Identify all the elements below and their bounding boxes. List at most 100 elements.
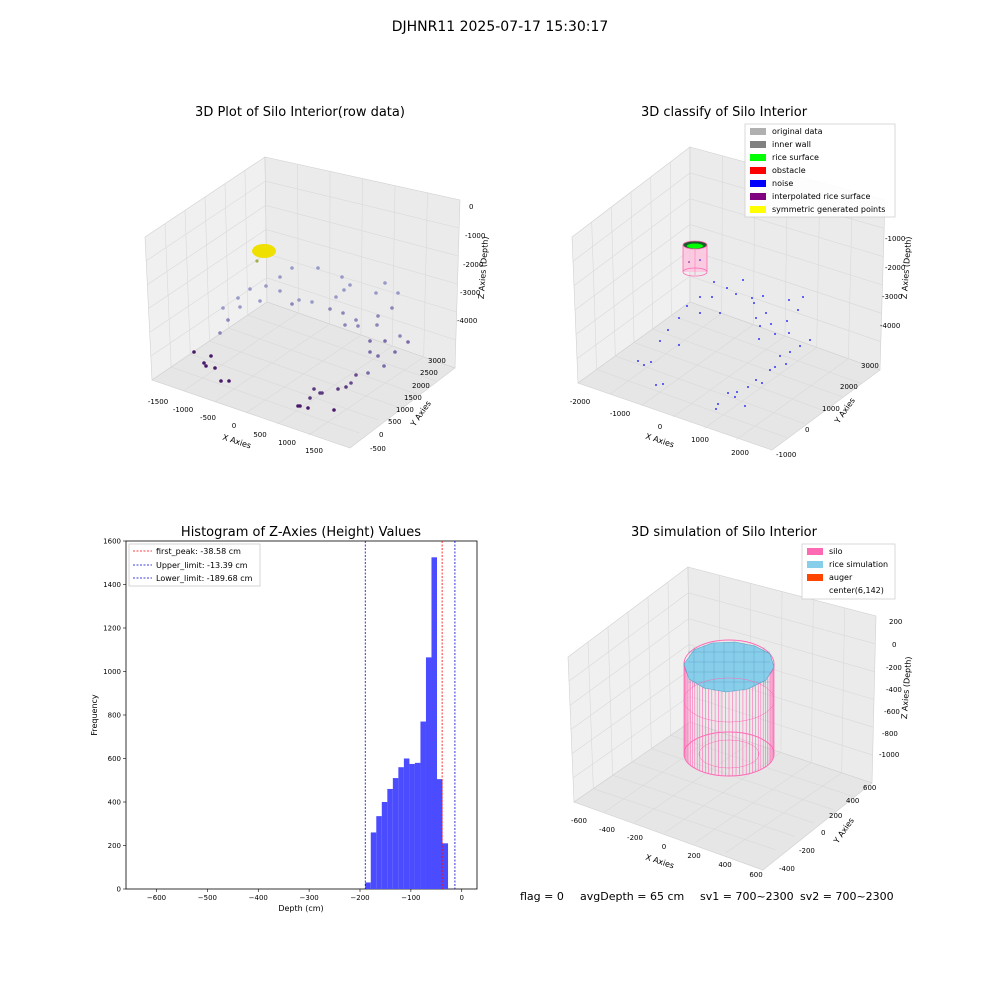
p2-noise-point: [662, 383, 664, 385]
p1-scatter-point: [255, 259, 259, 263]
p1-scatter-point: [248, 287, 252, 291]
legend-swatch-rice-simulation: [807, 561, 823, 568]
p2-noise-point: [715, 408, 717, 410]
p1-scatter-point: [310, 300, 314, 304]
p2-noise-point: [809, 339, 811, 341]
p2-noise-point: [727, 392, 729, 394]
hist-bar: [420, 721, 426, 889]
p1-x-tick: -500: [200, 414, 216, 422]
p2-noise-point: [755, 379, 757, 381]
legend-swatch-obstacle: [750, 167, 766, 174]
p1-scatter-point: [204, 364, 208, 368]
p2-noise-point: [736, 391, 738, 393]
p1-scatter-point: [278, 275, 282, 279]
p1-scatter-point: [344, 385, 348, 389]
p1-y-tick: 2000: [412, 382, 430, 390]
p1-scatter-point: [406, 340, 410, 344]
p2-z-tick: -1000: [885, 235, 905, 243]
p1-scatter-point: [334, 295, 338, 299]
p1-scatter-point: [382, 364, 386, 368]
panel-classify-3d: 3D classify of Silo Interior original da…: [570, 105, 913, 459]
p1-z-tick: -1000: [465, 232, 485, 240]
hist-x-tick-label: −500: [198, 894, 217, 902]
p4-y-tick: 200: [829, 812, 842, 820]
p1-scatter-point: [343, 323, 347, 327]
p1-scatter-point: [396, 291, 400, 295]
p1-scatter-point: [328, 307, 332, 311]
hist-bar: [403, 758, 410, 889]
p2-y-tick: 2000: [840, 383, 858, 391]
p1-z-label: Z Axies (Depth): [477, 236, 490, 299]
p1-scatter-point: [221, 306, 225, 310]
legend-swatch-inner-wall: [750, 141, 766, 148]
p2-noise-point: [774, 333, 776, 335]
p1-scatter-point: [264, 284, 268, 288]
p2-noise-point: [744, 405, 746, 407]
p2-silo-cylinder: [682, 240, 708, 277]
p4-z-tick: -600: [884, 708, 900, 716]
p2-noise-point: [726, 287, 728, 289]
p1-y-tick: -500: [370, 445, 386, 453]
legend-label: symmetric generated points: [772, 205, 885, 214]
p2-noise-point: [678, 344, 680, 346]
panel-raw-3d: 3D Plot of Silo Interior(row data) -1500…: [144, 105, 490, 455]
panel1-title: 3D Plot of Silo Interior(row data): [195, 105, 405, 120]
hist-x-tick-label: 0: [460, 894, 464, 902]
p2-x-tick: 0: [658, 423, 662, 431]
status-footer: flag = 0 avgDepth = 65 cm sv1 = 700~2300…: [520, 890, 894, 903]
p1-scatter-point: [306, 406, 310, 410]
p1-x-tick: 1000: [278, 439, 296, 447]
p2-z-tick: -4000: [880, 322, 900, 330]
p1-scatter-point: [398, 334, 402, 338]
hist-y-label: Frequency: [90, 694, 99, 736]
hist-x-label: Depth (cm): [278, 904, 323, 913]
p1-y-tick: 0: [379, 431, 383, 439]
p2-noise-point: [678, 317, 680, 319]
p2-noise-point: [789, 351, 791, 353]
legend-label: rice simulation: [829, 560, 888, 569]
legend-label: original data: [772, 127, 823, 136]
p1-x-tick: 1500: [305, 447, 323, 455]
panel-histogram: Histogram of Z-Axies (Height) Values −60…: [90, 525, 478, 913]
hist-lines: [364, 541, 456, 889]
hist-bar: [376, 816, 382, 889]
p2-noise-point: [747, 386, 749, 388]
p2-x-tick: 2000: [731, 449, 749, 457]
legend-swatch-original: [750, 128, 766, 135]
p2-z-tick: -2000: [885, 264, 905, 272]
p1-scatter-point: [374, 291, 378, 295]
p4-x-tick: -200: [627, 834, 643, 842]
p1-scatter-point: [316, 266, 320, 270]
p1-scatter-point: [227, 379, 231, 383]
p1-scatter-point: [342, 288, 346, 292]
p1-scatter-point: [340, 275, 344, 279]
hist-bar: [392, 778, 399, 889]
hist-y-tick-label: 400: [108, 799, 121, 807]
p1-scatter-point: [390, 306, 394, 310]
p4-z-tick: -1000: [879, 751, 899, 759]
p1-x-label: X Axies: [221, 433, 252, 451]
p1-scatter-point: [376, 354, 380, 358]
p2-noise-point: [770, 323, 772, 325]
legend-label: inner wall: [772, 140, 811, 149]
p1-scatter-point: [219, 379, 223, 383]
p4-y-tick: 400: [846, 797, 859, 805]
p4-x-label: X Axies: [644, 853, 675, 871]
p2-noise-point: [761, 382, 763, 384]
p1-scatter-point: [296, 404, 300, 408]
hist-y-tick-label: 1000: [103, 668, 121, 676]
legend-label: first_peak: -38.58 cm: [156, 547, 241, 556]
p2-noise-point: [762, 295, 764, 297]
hist-legend: first_peak: -38.58 cm Upper_limit: -13.3…: [128, 543, 261, 587]
p2-noise-point: [655, 384, 657, 386]
p1-scatter-point: [393, 350, 397, 354]
p2-z-label: Z Axies (Depth): [900, 236, 913, 299]
legend-label: interpolated rice surface: [772, 192, 870, 201]
p4-x-tick: 400: [718, 861, 731, 869]
hist-bar: [398, 767, 404, 889]
p2-noise-point: [667, 329, 669, 331]
p2-noise-point: [717, 403, 719, 405]
p1-scatter-point: [226, 318, 230, 322]
p1-z-tick: -3000: [460, 289, 480, 297]
hist-bar: [442, 843, 449, 889]
